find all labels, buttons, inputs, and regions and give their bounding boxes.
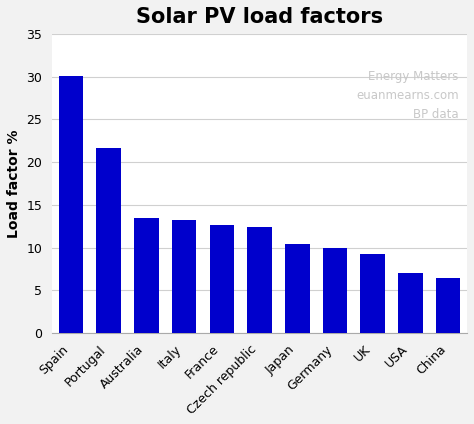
Title: Solar PV load factors: Solar PV load factors bbox=[136, 7, 383, 27]
Bar bbox=[285, 244, 310, 333]
Bar bbox=[210, 225, 234, 333]
Text: Energy Matters
euanmearns.com
BP data: Energy Matters euanmearns.com BP data bbox=[356, 70, 459, 121]
Bar bbox=[398, 273, 423, 333]
Bar bbox=[59, 76, 83, 333]
Bar bbox=[172, 220, 196, 333]
Bar bbox=[96, 148, 121, 333]
Y-axis label: Load factor %: Load factor % bbox=[7, 129, 21, 238]
Bar bbox=[436, 278, 460, 333]
Bar bbox=[361, 254, 385, 333]
Bar bbox=[247, 227, 272, 333]
Bar bbox=[134, 218, 159, 333]
Bar bbox=[323, 248, 347, 333]
